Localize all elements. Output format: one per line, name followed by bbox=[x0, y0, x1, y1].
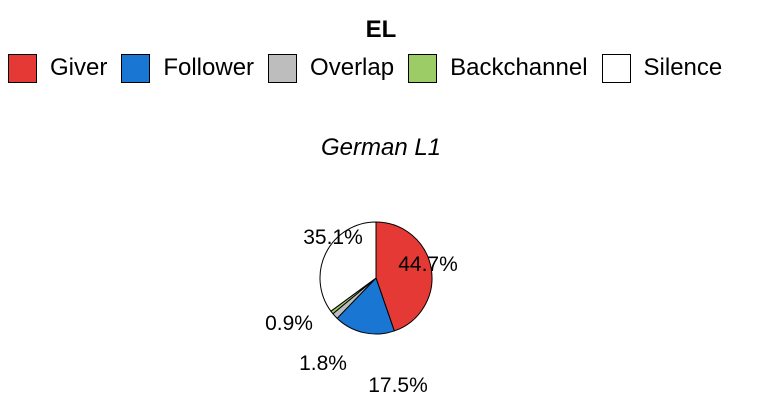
legend-item-follower: Follower bbox=[121, 53, 255, 83]
legend-item-silence: Silence bbox=[601, 53, 723, 83]
legend-label-backchannel: Backchannel bbox=[450, 54, 588, 81]
pie-label-giver: 44.7% bbox=[398, 253, 458, 276]
pie-label-backchannel: 0.9% bbox=[265, 312, 313, 335]
legend-title: EL bbox=[365, 16, 397, 43]
legend-label-silence: Silence bbox=[643, 54, 723, 81]
pie-slice-silence bbox=[319, 221, 377, 312]
legend-swatch-follower bbox=[121, 53, 151, 83]
legend-item-overlap: Overlap bbox=[268, 53, 395, 83]
pie-slice-follower bbox=[336, 277, 395, 335]
pie-slice-giver bbox=[375, 221, 433, 332]
legend-swatch-overlap bbox=[268, 53, 298, 83]
legend-label-follower: Follower bbox=[163, 54, 255, 81]
legend-item-backchannel: Backchannel bbox=[408, 53, 588, 83]
pie-label-overlap: 1.8% bbox=[299, 352, 347, 375]
legend-label-giver: Giver bbox=[50, 54, 108, 81]
legend-swatch-giver bbox=[8, 53, 37, 83]
legend-swatch-silence bbox=[601, 53, 631, 83]
pie-slices bbox=[319, 221, 433, 335]
pie-label-silence: 35.1% bbox=[303, 226, 363, 249]
legend: Giver Follower Overlap Backchannel Silen… bbox=[8, 52, 722, 84]
panel-title: German L1 bbox=[320, 134, 442, 161]
pie-labels: 44.7% 17.5% 1.8% 0.9% 35.1% bbox=[265, 226, 458, 397]
legend-label-overlap: Overlap bbox=[310, 54, 395, 81]
pie-label-follower: 17.5% bbox=[368, 374, 428, 397]
legend-item-giver: Giver bbox=[8, 53, 108, 83]
legend-swatch-backchannel bbox=[408, 53, 438, 83]
